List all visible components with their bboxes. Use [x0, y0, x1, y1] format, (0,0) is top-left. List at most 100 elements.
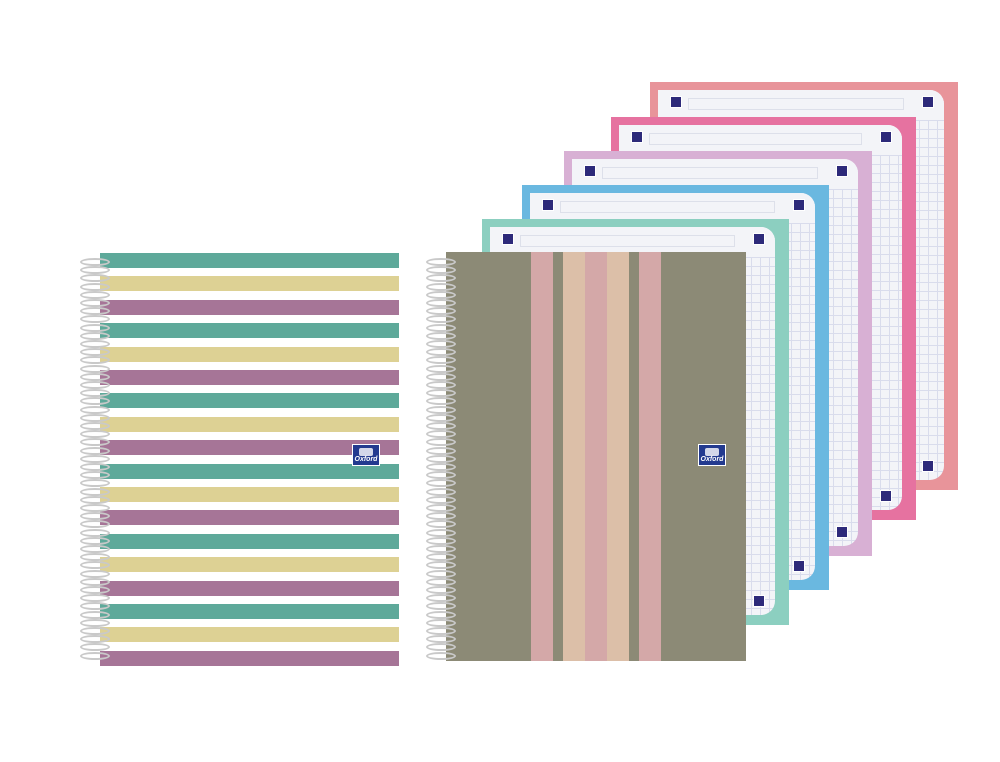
spiral-coil — [80, 635, 110, 644]
spiral-coil — [80, 545, 110, 553]
oxford-logo: Oxford — [698, 444, 726, 466]
spiral-coil — [426, 635, 456, 644]
corner-mark-icon — [836, 526, 848, 538]
spiral-coil — [80, 307, 110, 316]
cover-stripe — [639, 252, 661, 661]
spiral-coil — [80, 340, 110, 348]
cover-stripe — [100, 323, 399, 339]
spiral-coil — [426, 454, 456, 463]
left-notebook-striped: Oxford — [100, 252, 399, 666]
spiral-coil — [80, 512, 110, 521]
spiral-coil — [80, 471, 110, 480]
header-field — [560, 201, 775, 213]
spiral-coil — [80, 282, 110, 291]
corner-mark-icon — [922, 460, 934, 472]
cover-stripe — [100, 463, 399, 479]
corner-mark-icon — [631, 131, 643, 143]
spiral-coil — [426, 471, 456, 480]
cover-stripe — [100, 393, 399, 409]
spiral-coil — [80, 438, 110, 447]
spiral-coil — [426, 340, 456, 348]
corner-mark-icon — [793, 560, 805, 572]
cover-stripe — [100, 650, 399, 666]
spiral-coil — [426, 331, 456, 340]
cover-stripe — [563, 252, 585, 661]
spiral-coil — [426, 569, 456, 578]
spiral-coil — [426, 495, 456, 504]
spiral-coil — [426, 446, 456, 455]
spiral-coil — [80, 364, 110, 373]
spiral-coil — [426, 610, 456, 619]
page-header — [619, 125, 902, 155]
spiral-coil — [80, 290, 110, 299]
spiral-coil — [426, 290, 456, 299]
cover-stripe — [100, 253, 399, 268]
spiral-coil — [426, 266, 456, 275]
spiral-coil — [426, 274, 456, 283]
spiral-coil — [80, 299, 110, 307]
cover-stripe — [100, 533, 399, 549]
spiral-coil — [426, 479, 456, 488]
spiral-coil — [80, 553, 110, 562]
cover-stripe — [100, 276, 399, 292]
spiral-coil — [426, 487, 456, 496]
corner-mark-icon — [880, 490, 892, 502]
spiral-coil — [426, 520, 456, 529]
corner-mark-icon — [670, 96, 682, 108]
spiral-coil — [426, 618, 456, 627]
page-header — [572, 159, 858, 189]
cover-stripe — [100, 416, 399, 432]
spiral-coil — [426, 282, 456, 291]
corner-mark-icon — [502, 233, 514, 245]
corner-mark-icon — [584, 165, 596, 177]
spiral-coil — [80, 454, 110, 463]
spiral-coil — [80, 274, 110, 283]
spiral-coil — [426, 348, 456, 357]
spiral-coil — [80, 528, 110, 537]
cover-stripe — [100, 557, 399, 573]
spiral-coil — [80, 618, 110, 627]
spiral-coil — [426, 397, 456, 406]
spiral-coil — [80, 258, 110, 266]
spiral-coil — [426, 561, 456, 570]
spiral-coil — [80, 594, 110, 603]
spiral-coil — [80, 520, 110, 529]
spiral-coil — [80, 413, 110, 422]
page-header — [530, 193, 815, 223]
spiral-coil — [80, 577, 110, 586]
spiral-coil — [80, 381, 110, 389]
spiral-coil — [426, 356, 456, 365]
spiral-coil — [80, 446, 110, 455]
spiral-coil — [426, 512, 456, 521]
spiral-coil — [80, 610, 110, 619]
spiral-coil — [80, 356, 110, 365]
spiral-coil — [426, 315, 456, 324]
spiral-coil — [426, 463, 456, 471]
header-field — [688, 98, 904, 110]
header-field — [649, 133, 862, 145]
corner-mark-icon — [542, 199, 554, 211]
spiral-coil — [426, 504, 456, 512]
spiral-coil — [80, 536, 110, 545]
spiral-coil — [426, 422, 456, 430]
spiral-coil — [426, 594, 456, 603]
spiral-coil — [426, 299, 456, 307]
cover-stripe — [100, 627, 399, 643]
spiral-coil — [80, 487, 110, 496]
spiral-coil — [426, 364, 456, 373]
spiral-coil — [80, 323, 110, 332]
spiral-coil — [80, 422, 110, 430]
spiral-coil — [80, 643, 110, 652]
spiral-coil — [426, 586, 456, 594]
cover-stripe — [607, 252, 629, 661]
spiral-coil — [80, 651, 110, 660]
cover-stripe — [100, 346, 399, 362]
spiral-coil — [80, 389, 110, 398]
spiral-coil — [80, 495, 110, 504]
spiral-coil — [80, 315, 110, 324]
spiral-coil — [426, 651, 456, 660]
spiral-coil — [426, 545, 456, 553]
spiral-coil — [80, 569, 110, 578]
corner-mark-icon — [753, 595, 765, 607]
cover-stripe — [531, 252, 553, 661]
